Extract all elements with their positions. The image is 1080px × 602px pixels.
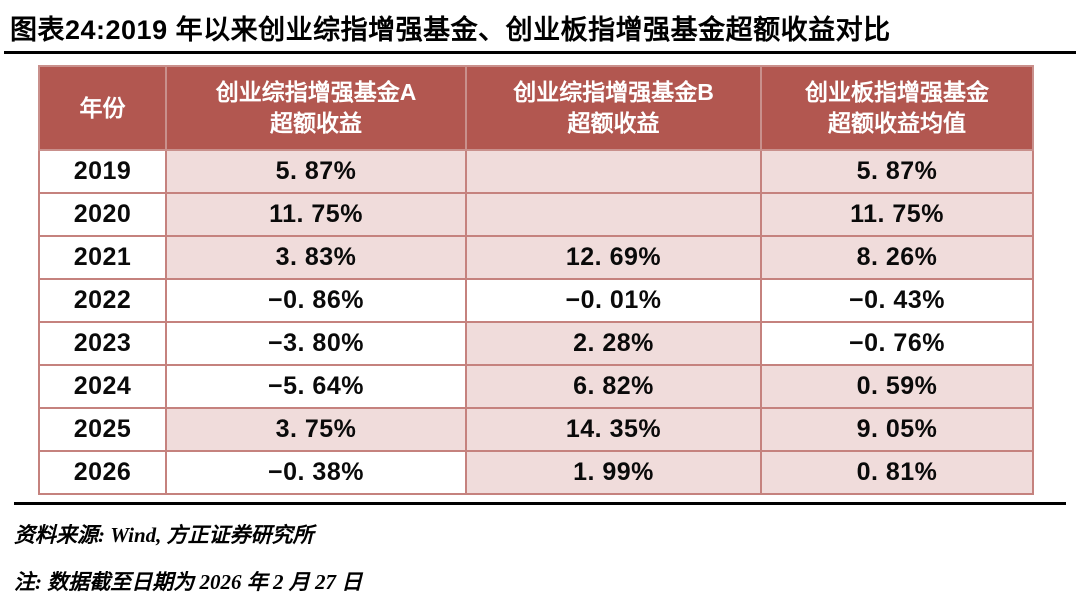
value-cell: −0. 01% [465,278,762,323]
page-title: 图表24:2019 年以来创业综指增强基金、创业板指增强基金超额收益对比 [10,15,891,45]
value-cell: 5. 87% [165,149,467,194]
header-title: 创业综指增强基金A [215,79,417,105]
year-cell: 2019 [38,149,167,194]
table-row: 2023 −3. 80% 2. 28% −0. 76% [38,321,1034,366]
table-row: 2024 −5. 64% 6. 82% 0. 59% [38,364,1034,409]
column-header-average: 创业板指增强基金 超额收益均值 [760,65,1034,151]
column-header-fund-a: 创业综指增强基金A 超额收益 [165,65,467,151]
table-row: 2019 5. 87% 5. 87% [38,149,1034,194]
header-title: 创业综指增强基金B [513,79,714,105]
value-cell: 14. 35% [465,407,762,452]
table-header: 年份 创业综指增强基金A 超额收益 创业综指增强基金B 超额收益 创业板指增强基… [38,65,1034,151]
value-cell: −5. 64% [165,364,467,409]
value-cell: −0. 43% [760,278,1034,323]
value-cell [465,149,762,194]
header-title: 年份 [79,94,126,121]
value-cell: 1. 99% [465,450,762,495]
value-cell: 2. 28% [465,321,762,366]
year-cell: 2022 [38,278,167,323]
value-cell: 11. 75% [165,192,467,237]
value-cell: 9. 05% [760,407,1034,452]
header-title: 创业板指增强基金 [805,79,989,105]
value-cell: −0. 86% [165,278,467,323]
table-row: 2025 3. 75% 14. 35% 9. 05% [38,407,1034,452]
header-subtitle: 超额收益均值 [828,110,966,136]
value-cell: 3. 83% [165,235,467,280]
value-cell: 11. 75% [760,192,1034,237]
title-divider-line [4,51,1076,54]
value-cell: −3. 80% [165,321,467,366]
footer-divider-line [14,502,1066,505]
value-cell: −0. 76% [760,321,1034,366]
year-cell: 2021 [38,235,167,280]
value-cell [465,192,762,237]
table-row: 2020 11. 75% 11. 75% [38,192,1034,237]
value-cell: 0. 59% [760,364,1034,409]
year-cell: 2026 [38,450,167,495]
column-header-year: 年份 [38,65,167,151]
value-cell: 0. 81% [760,450,1034,495]
header-row: 年份 创业综指增强基金A 超额收益 创业综指增强基金B 超额收益 创业板指增强基… [38,65,1034,151]
table-body: 2019 5. 87% 5. 87% 2020 11. 75% 11. 75% 2021 3.… [38,149,1034,495]
value-cell: 6. 82% [465,364,762,409]
value-cell: 12. 69% [465,235,762,280]
value-cell: 5. 87% [760,149,1034,194]
date-note: 注: 数据截至日期为 2026 年 2 月 27 日 [14,570,363,594]
year-cell: 2023 [38,321,167,366]
column-header-fund-b: 创业综指增强基金B 超额收益 [465,65,762,151]
year-cell: 2024 [38,364,167,409]
table-row: 2026 −0. 38% 1. 99% 0. 81% [38,450,1034,495]
excess-return-table: 年份 创业综指增强基金A 超额收益 创业综指增强基金B 超额收益 创业板指增强基… [38,65,1034,495]
value-cell: 3. 75% [165,407,467,452]
header-subtitle: 超额收益 [567,110,660,136]
table-row: 2022 −0. 86% −0. 01% −0. 43% [38,278,1034,323]
value-cell: 8. 26% [760,235,1034,280]
source-note: 资料来源: Wind, 方正证券研究所 [14,523,314,547]
header-subtitle: 超额收益 [270,110,362,136]
value-cell: −0. 38% [165,450,467,495]
year-cell: 2020 [38,192,167,237]
year-cell: 2025 [38,407,167,452]
table-row: 2021 3. 83% 12. 69% 8. 26% [38,235,1034,280]
